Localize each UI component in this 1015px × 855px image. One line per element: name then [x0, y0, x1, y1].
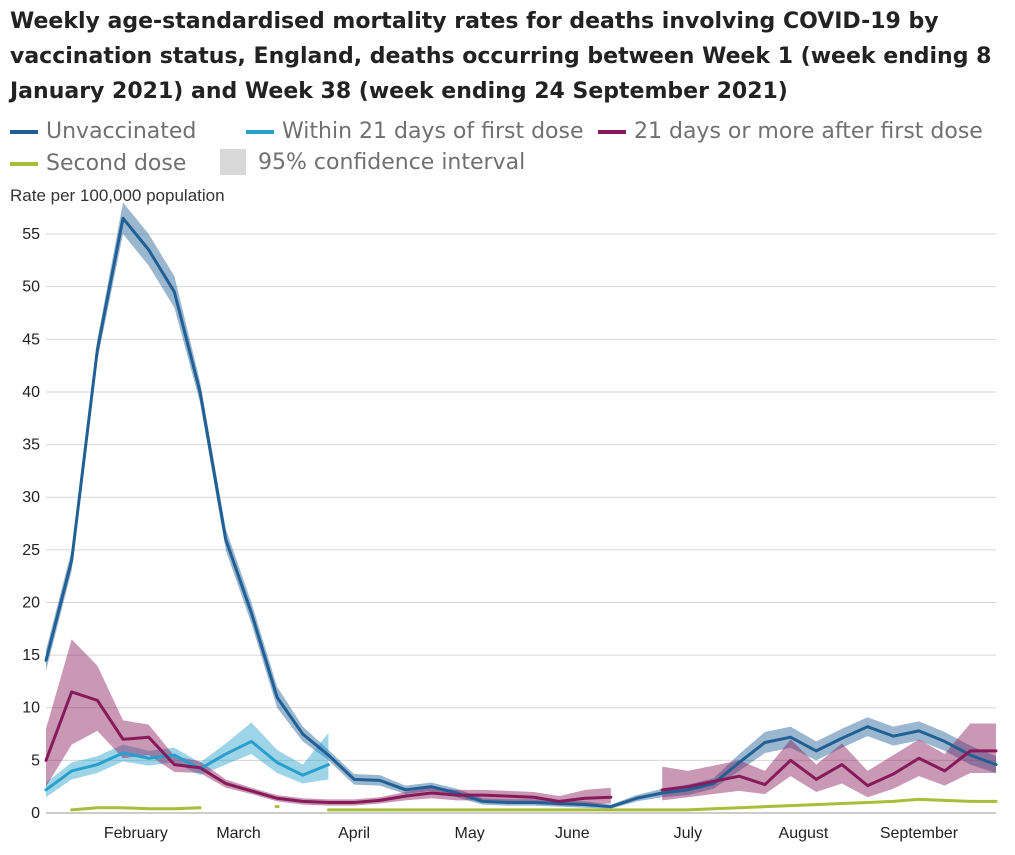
series-line-unvaccinated: [44, 216, 998, 809]
y-tick-label: 35: [22, 437, 40, 454]
legend-label-within-21-days: Within 21 days of first dose: [282, 119, 584, 144]
legend-item-second-dose[interactable]: Second dose: [10, 151, 186, 176]
series-lines: [44, 216, 998, 812]
ci-band-21-days-or-more-after-first-dose: [46, 639, 611, 806]
y-axis-ticks: 0 5 10 15 20 25 30 35 40 45 50 55: [22, 226, 40, 822]
legend-item-within-21-days[interactable]: Within 21 days of first dose: [246, 119, 584, 144]
x-tick-label-april: April: [338, 825, 370, 842]
x-tick-label-august: August: [779, 825, 829, 842]
legend-swatch-second-dose: [10, 161, 38, 166]
series-line-second-dose: [326, 797, 998, 812]
x-tick-label-september: September: [880, 825, 959, 842]
y-tick-label: 20: [22, 594, 40, 611]
legend-label-confidence-interval: 95% confidence interval: [258, 149, 526, 175]
chart-title: Weekly age-standardised mortality rates …: [10, 9, 992, 104]
y-tick-label: 10: [22, 700, 40, 717]
legend-label-unvaccinated: Unvaccinated: [46, 119, 197, 144]
legend-item-21-days-or-more[interactable]: 21 days or more after first dose: [598, 119, 983, 144]
series-line-21-days-or-more-after-first-dose: [660, 749, 998, 792]
series-line-within-21-days-of-first-dose: [44, 739, 330, 792]
legend-swatch-unvaccinated: [10, 129, 38, 134]
x-axis-ticks: February March April May June July August Septe…: [104, 825, 959, 842]
ci-band-unvaccinated: [46, 202, 996, 809]
y-tick-label: 40: [22, 384, 40, 401]
x-tick-label-july: July: [674, 825, 702, 842]
confidence-bands: [46, 202, 996, 811]
x-tick-label-june: June: [555, 825, 590, 842]
legend-label-21-days-or-more: 21 days or more after first dose: [634, 119, 983, 144]
y-tick-label: 25: [22, 542, 40, 559]
legend-swatch-confidence-interval: [220, 149, 246, 175]
series-line-second-dose: [70, 806, 202, 812]
y-tick-label: 0: [31, 805, 40, 822]
legend-label-second-dose: Second dose: [46, 151, 187, 176]
y-tick-label: 30: [22, 489, 40, 506]
y-tick-label: 50: [22, 279, 40, 296]
x-tick-label-march: March: [216, 825, 260, 842]
legend-item-unvaccinated[interactable]: Unvaccinated: [10, 119, 196, 144]
y-tick-label: 15: [22, 647, 40, 664]
y-tick-label: 55: [22, 226, 40, 243]
legend-item-confidence-interval[interactable]: 95% confidence interval: [220, 149, 525, 175]
legend-swatch-21-days-or-more: [598, 129, 626, 134]
ci-band-21-days-or-more-after-first-dose: [662, 723, 996, 801]
y-axis-label: Rate per 100,000 population: [10, 186, 225, 205]
y-tick-label: 5: [31, 752, 40, 769]
legend-swatch-within-21-days: [246, 129, 274, 134]
ci-band-within-21-days-of-first-dose: [46, 722, 329, 798]
x-tick-label-february: February: [104, 825, 168, 842]
gridlines: [46, 233, 996, 814]
x-tick-label-may: May: [455, 825, 485, 842]
y-tick-label: 45: [22, 331, 40, 348]
series-line-21-days-or-more-after-first-dose: [44, 690, 613, 804]
